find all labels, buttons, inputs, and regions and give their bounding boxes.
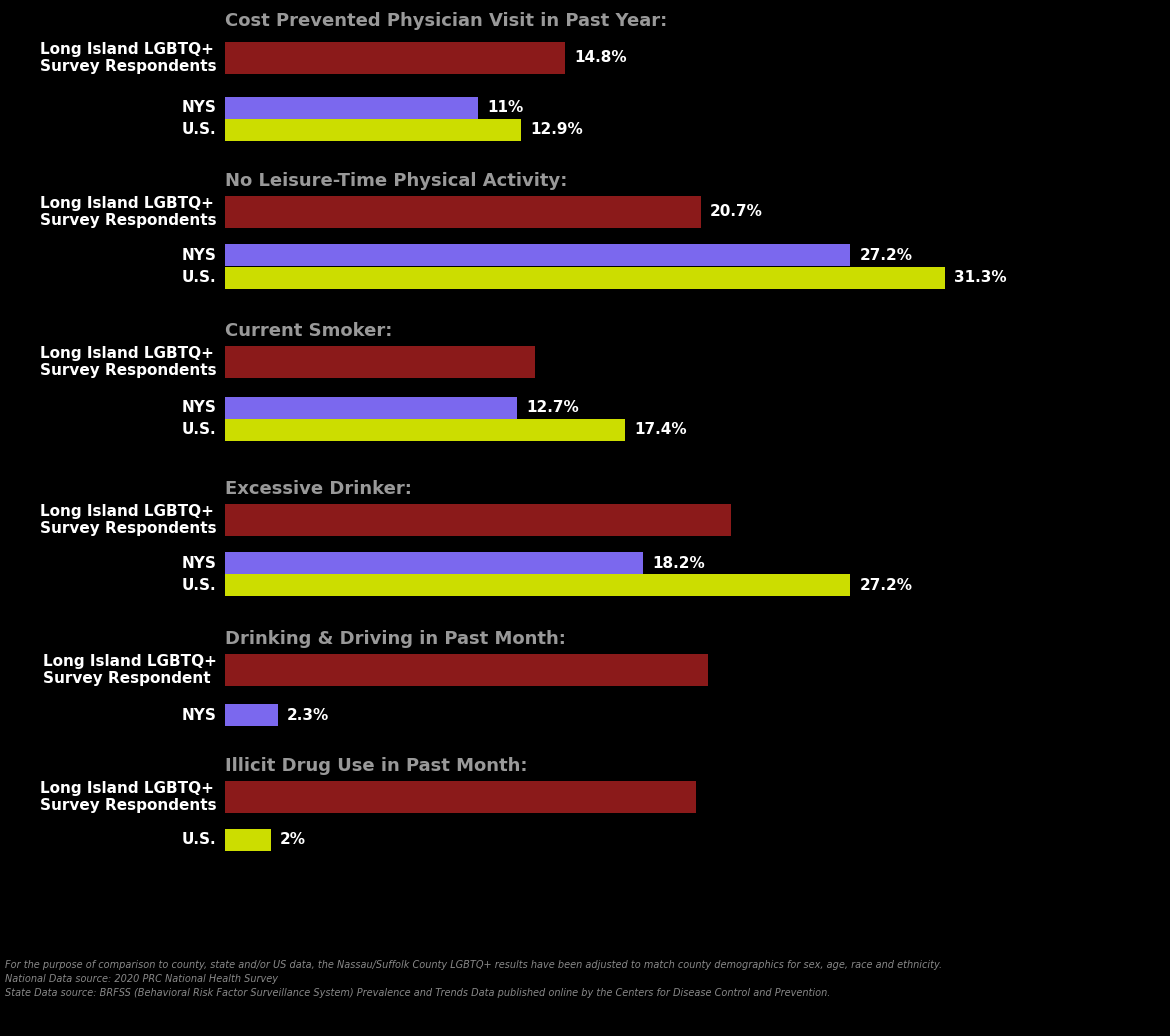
Bar [225, 552, 644, 574]
Text: NYS: NYS [181, 555, 216, 571]
Text: No Leisure-Time Physical Activity:: No Leisure-Time Physical Activity: [225, 172, 567, 190]
Text: Long Island LGBTQ+
Survey Respondents: Long Island LGBTQ+ Survey Respondents [40, 781, 216, 813]
Text: NYS: NYS [181, 100, 216, 115]
Bar [225, 574, 851, 596]
Bar [225, 419, 625, 441]
Text: 12.7%: 12.7% [526, 401, 579, 415]
Text: Long Island LGBTQ+
Survey Respondents: Long Island LGBTQ+ Survey Respondents [40, 196, 216, 228]
Bar [225, 346, 535, 378]
Text: National Data source: 2020 PRC National Health Survey: National Data source: 2020 PRC National … [5, 974, 277, 984]
Bar [225, 654, 708, 686]
Text: U.S.: U.S. [181, 122, 216, 138]
Bar [225, 42, 565, 74]
Text: Long Island LGBTQ+
Survey Respondents: Long Island LGBTQ+ Survey Respondents [40, 503, 216, 537]
Text: Excessive Drinker:: Excessive Drinker: [225, 480, 412, 498]
Bar [225, 781, 696, 813]
Text: 18.2%: 18.2% [653, 555, 706, 571]
Text: State Data source: BRFSS (Behavioral Risk Factor Surveillance System) Prevalence: State Data source: BRFSS (Behavioral Ris… [5, 988, 830, 998]
Text: 12.9%: 12.9% [531, 122, 584, 138]
Bar [225, 503, 730, 536]
Bar [225, 267, 944, 289]
Text: NYS: NYS [181, 708, 216, 722]
Text: NYS: NYS [181, 248, 216, 262]
Text: 31.3%: 31.3% [954, 270, 1006, 286]
Text: Long Island LGBTQ+
Survey Respondents: Long Island LGBTQ+ Survey Respondents [40, 346, 216, 378]
Text: U.S.: U.S. [181, 577, 216, 593]
Text: 14.8%: 14.8% [574, 51, 627, 65]
Bar [225, 97, 477, 119]
Text: Drinking & Driving in Past Month:: Drinking & Driving in Past Month: [225, 630, 565, 648]
Text: Long Island LGBTQ+
Survey Respondent: Long Island LGBTQ+ Survey Respondent [42, 654, 216, 686]
Text: 11%: 11% [487, 100, 523, 115]
Text: 27.2%: 27.2% [860, 577, 913, 593]
Text: Current Smoker:: Current Smoker: [225, 322, 392, 340]
Bar [225, 704, 277, 726]
Bar [225, 397, 517, 419]
Text: U.S.: U.S. [181, 833, 216, 847]
Text: 17.4%: 17.4% [634, 423, 687, 437]
Text: 27.2%: 27.2% [860, 248, 913, 262]
Text: Long Island LGBTQ+
Survey Respondents: Long Island LGBTQ+ Survey Respondents [40, 41, 216, 75]
Bar [225, 829, 270, 851]
Bar [225, 119, 522, 141]
Bar [225, 196, 701, 228]
Text: U.S.: U.S. [181, 270, 216, 286]
Text: For the purpose of comparison to county, state and/or US data, the Nassau/Suffol: For the purpose of comparison to county,… [5, 960, 942, 970]
Text: Cost Prevented Physician Visit in Past Year:: Cost Prevented Physician Visit in Past Y… [225, 12, 667, 30]
Text: 2.3%: 2.3% [287, 708, 329, 722]
Text: 2%: 2% [280, 833, 307, 847]
Text: NYS: NYS [181, 401, 216, 415]
Text: U.S.: U.S. [181, 423, 216, 437]
Text: Illicit Drug Use in Past Month:: Illicit Drug Use in Past Month: [225, 757, 528, 775]
Bar [225, 244, 851, 266]
Text: 20.7%: 20.7% [710, 204, 763, 220]
